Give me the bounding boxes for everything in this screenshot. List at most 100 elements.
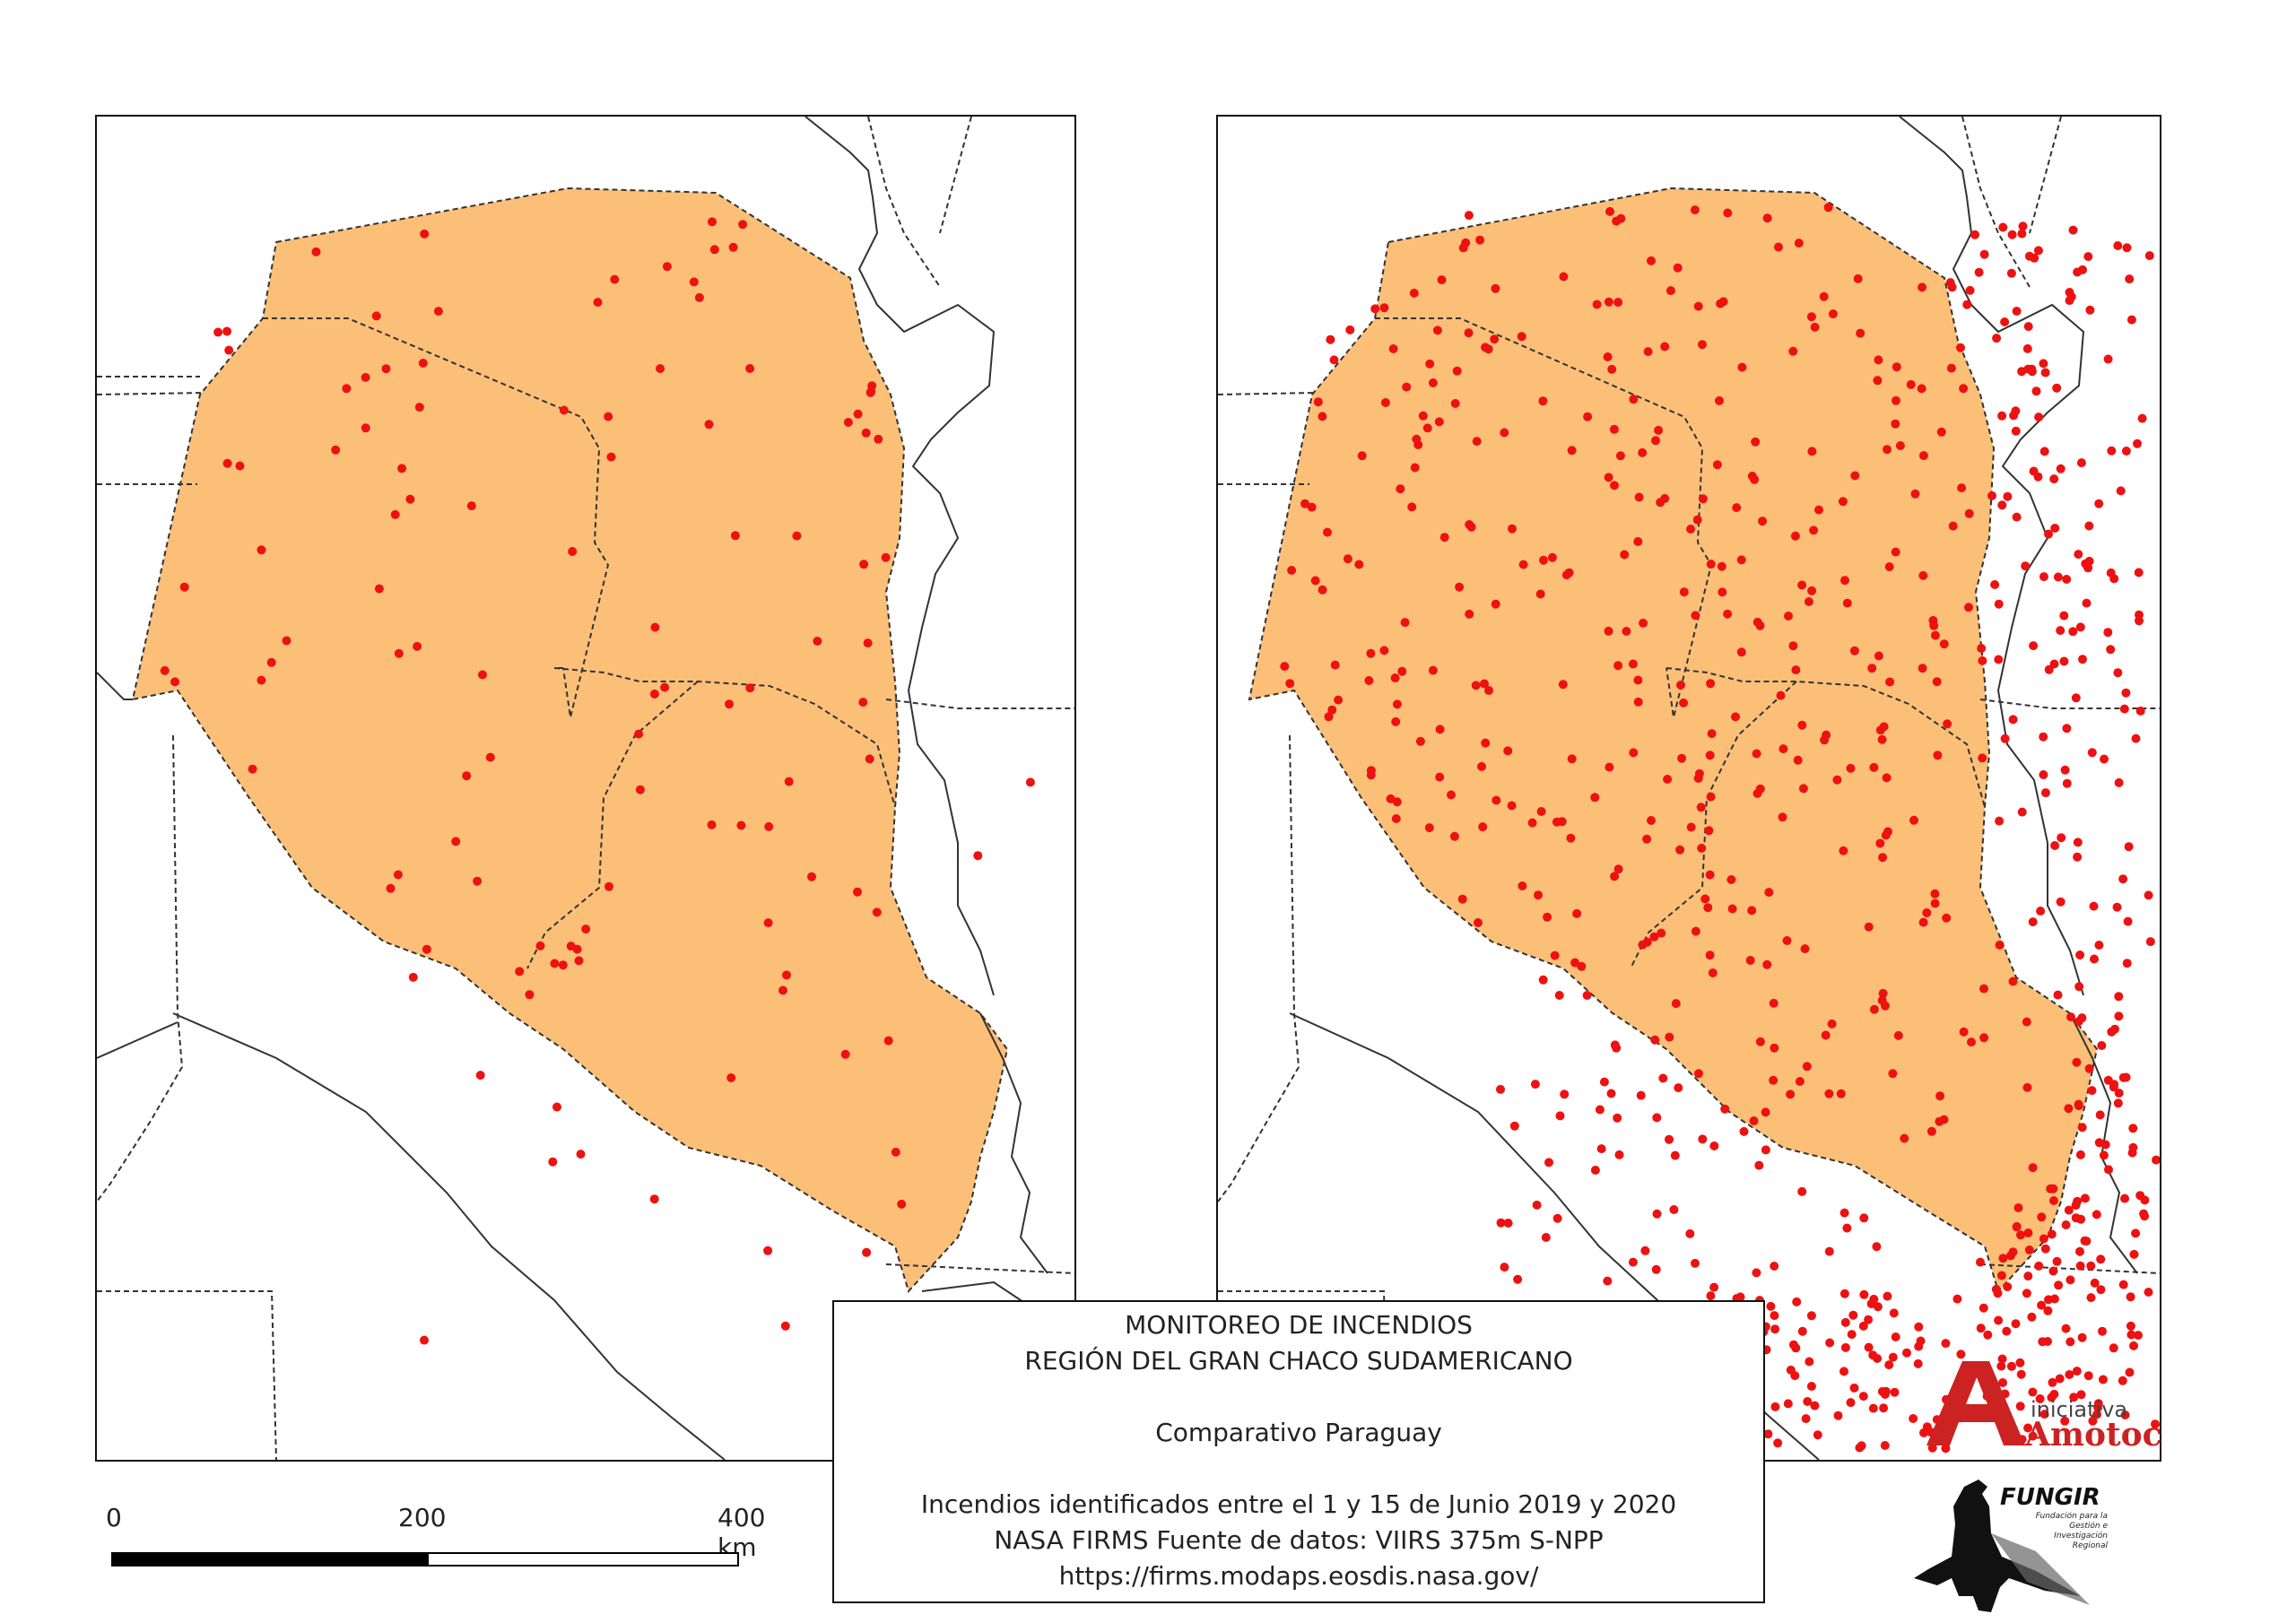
fire-point <box>2082 598 2092 608</box>
fire-point <box>2037 1300 2047 1310</box>
fire-point <box>1458 243 1468 253</box>
fire-point <box>1891 419 1900 429</box>
fire-point <box>2039 770 2048 779</box>
fire-point <box>1987 490 1996 500</box>
fire-point <box>2144 1288 2153 1297</box>
fire-point <box>1882 773 1892 783</box>
fire-point <box>1535 589 1545 599</box>
fire-point <box>2005 1251 2015 1261</box>
fire-point <box>1824 1089 1834 1098</box>
fire-point <box>708 217 717 227</box>
fire-point <box>1806 312 1816 322</box>
fire-point <box>2092 1410 2101 1419</box>
fire-point <box>559 405 569 415</box>
fire-point <box>1791 665 1801 675</box>
fire-point <box>782 970 791 980</box>
fire-point <box>1782 936 1792 945</box>
fire-point <box>1654 425 1664 435</box>
fire-point <box>2114 1011 2124 1021</box>
fire-point <box>2098 1375 2108 1384</box>
fire-point <box>2059 611 2069 621</box>
fire-point <box>1755 784 1765 794</box>
fire-point <box>2126 315 2136 325</box>
fire-point <box>1867 664 1877 673</box>
fire-point <box>634 729 644 739</box>
fire-point <box>662 262 672 272</box>
fire-point <box>1334 695 1344 705</box>
fire-point <box>2087 1086 2097 1096</box>
fire-point <box>2069 1393 2079 1402</box>
fire-point <box>2066 1337 2075 1347</box>
fire-point <box>1997 500 2007 510</box>
fire-point <box>2061 1220 2071 1229</box>
country-border <box>1218 392 1318 485</box>
fire-point <box>2075 622 2085 632</box>
fire-point <box>1465 520 1474 529</box>
info-title-line1: MONITOREO DE INCENDIOS <box>1125 1310 1473 1340</box>
fire-point <box>1343 554 1352 564</box>
fire-point <box>2076 1390 2086 1400</box>
fire-point <box>2011 1319 2021 1329</box>
fire-point <box>1967 1037 1976 1047</box>
fungir-name: FUNGIR <box>2000 1484 2100 1511</box>
fire-point <box>1900 1133 1909 1143</box>
fire-point <box>1434 417 1444 427</box>
fire-point <box>1435 772 1445 782</box>
fire-point <box>2093 1402 2103 1412</box>
fire-point <box>2085 305 2095 315</box>
fire-point <box>1425 359 1435 369</box>
fire-point <box>1842 1223 1852 1233</box>
river-line <box>979 1012 1048 1274</box>
fire-point <box>1509 1121 1519 1131</box>
fire-point <box>1567 446 1577 456</box>
fire-point <box>1651 436 1660 446</box>
fire-point <box>1979 1033 1989 1043</box>
fire-point <box>525 990 535 1000</box>
fire-point <box>1833 1410 1843 1420</box>
fire-point <box>897 1199 907 1209</box>
fire-point <box>2049 659 2059 669</box>
fire-point <box>1939 1115 1949 1124</box>
fire-point <box>730 531 740 541</box>
info-url[interactable]: https://firms.modaps.eosdis.nasa.gov/ <box>1058 1561 1539 1591</box>
fire-point <box>2055 1374 2065 1384</box>
fire-point <box>1508 524 1517 534</box>
fire-point <box>1859 1289 1869 1299</box>
fire-point <box>1731 712 1740 722</box>
fire-point <box>1913 1358 1923 1368</box>
fire-point <box>2049 474 2059 484</box>
fire-point <box>2040 1244 2050 1254</box>
fire-point <box>311 247 321 256</box>
fire-point <box>1614 1150 1624 1159</box>
fire-point <box>1712 460 1722 470</box>
fire-point <box>2126 1292 2135 1302</box>
fire-point <box>1642 937 1652 947</box>
map-canvas-2020 <box>1218 117 2160 1460</box>
fire-point <box>413 641 422 651</box>
fire-point <box>1670 1150 1680 1160</box>
fire-point <box>1633 537 1643 546</box>
fire-point <box>2011 426 2021 436</box>
fire-point <box>2056 464 2066 473</box>
fire-point <box>1547 552 1557 562</box>
fire-point <box>1959 1027 1969 1037</box>
fire-point <box>1693 301 1703 311</box>
fire-point <box>1592 299 1602 309</box>
fire-point <box>1615 451 1625 461</box>
fire-point <box>1976 1324 1986 1333</box>
fire-point <box>1706 560 1716 569</box>
fire-point <box>1752 1268 1761 1278</box>
fire-point <box>2086 1261 2096 1271</box>
fire-point <box>2065 288 2074 297</box>
fire-point <box>1895 441 1905 450</box>
fire-point <box>1628 659 1638 669</box>
fire-point <box>2028 1431 2038 1441</box>
fire-point <box>1943 719 1952 729</box>
fire-point <box>1762 959 1772 969</box>
fire-point <box>2027 367 2037 377</box>
fire-point <box>1706 1291 1716 1301</box>
fire-point <box>1797 1326 1807 1336</box>
fire-point <box>2116 486 2126 496</box>
fire-point <box>1956 1350 1966 1359</box>
fire-point <box>1873 376 1883 386</box>
